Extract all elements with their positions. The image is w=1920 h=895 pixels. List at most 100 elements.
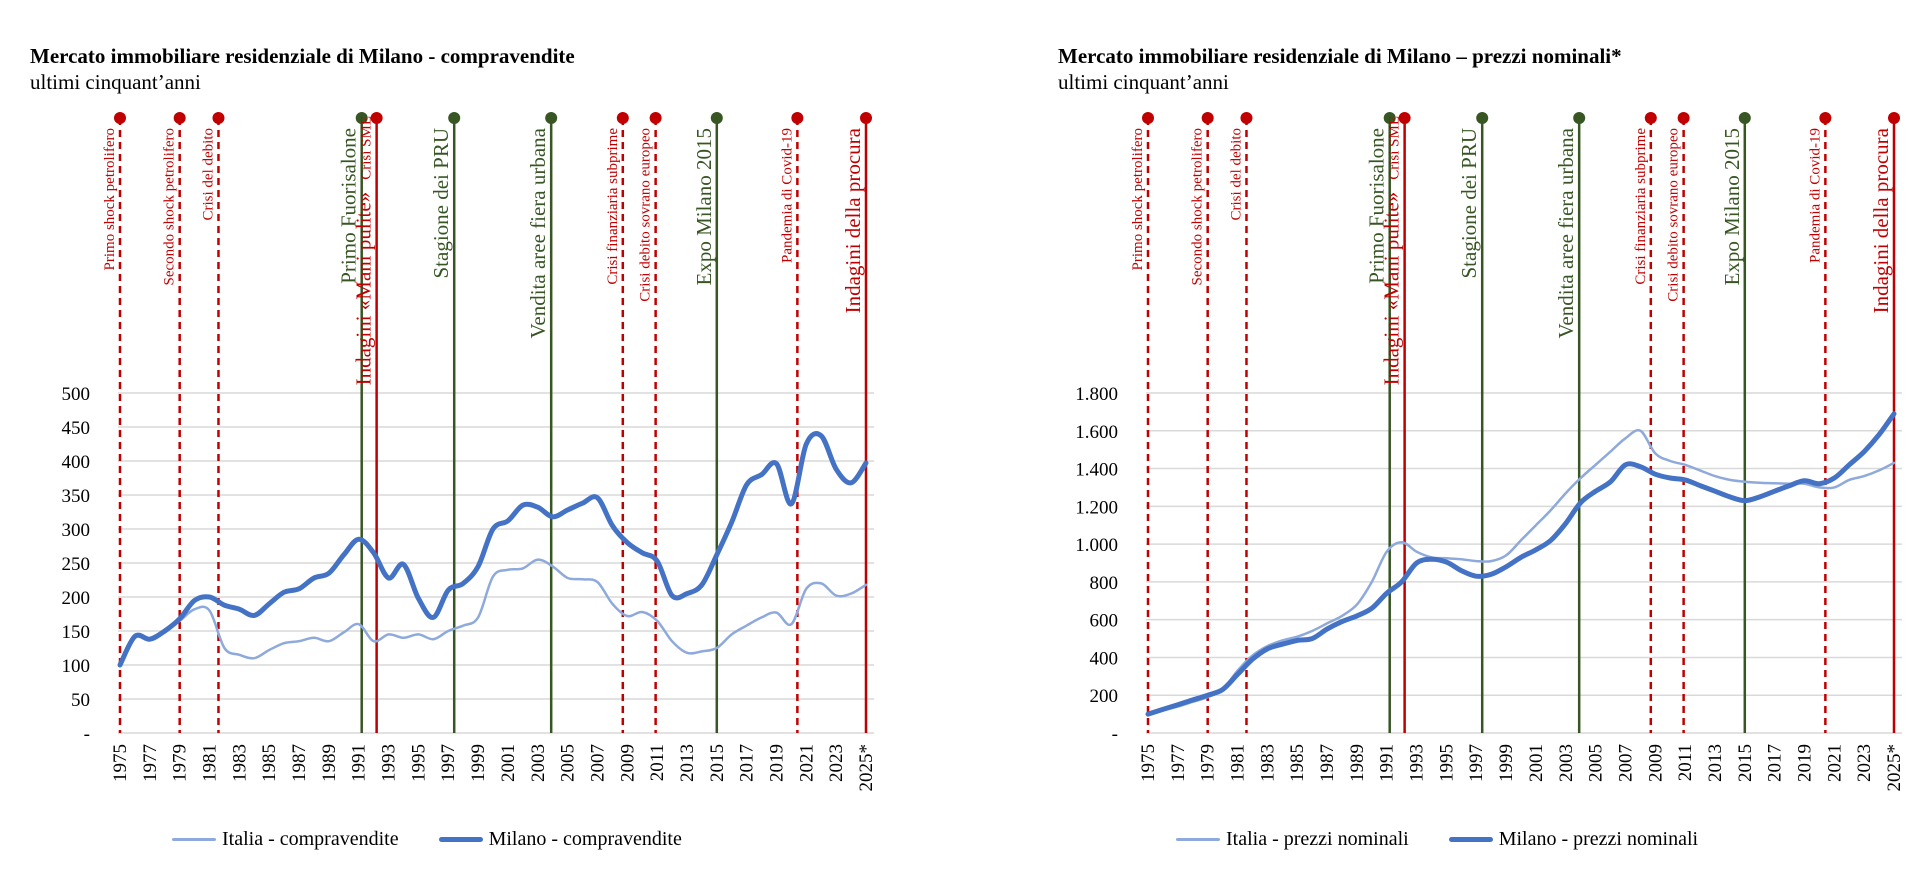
legend-swatch-italia	[1176, 838, 1220, 841]
x-tick-label: 2023	[826, 744, 847, 782]
chart-legend: Italia - prezzi nominali Milano - prezzi…	[1176, 828, 1698, 851]
event-label: Expo Milano 2015	[1720, 128, 1744, 286]
event-marker	[1142, 112, 1154, 124]
event-marker	[1398, 112, 1411, 124]
event-marker	[212, 112, 225, 124]
x-tick-label: 2015	[1735, 744, 1756, 782]
x-tick-label: 1981	[1228, 744, 1249, 782]
event-label: Primo Fuorisalone	[337, 128, 361, 284]
x-tick-label: 1999	[1496, 744, 1517, 782]
x-tick-label: 1979	[170, 744, 191, 782]
x-tick-label: 2017	[737, 744, 758, 782]
x-tick-label: 2003	[528, 744, 549, 782]
event-label: Primo shock petrolifero	[1130, 128, 1146, 270]
x-tick-label: 1987	[1317, 744, 1338, 782]
legend-swatch-milano	[1448, 837, 1493, 842]
x-tick-label: 1989	[319, 744, 340, 782]
event-label: Vendita aree fiera urbana	[1554, 127, 1578, 338]
x-tick-label: 1981	[200, 744, 221, 782]
x-tick-label: 1987	[289, 744, 310, 782]
legend-item-milano: Milano - prezzi nominali	[1448, 828, 1698, 851]
event-marker	[1888, 112, 1900, 124]
x-tick-label: 1977	[1168, 744, 1189, 782]
x-tick-label: 2009	[1645, 744, 1666, 782]
event-marker	[355, 112, 368, 124]
y-tick-label: 350	[62, 486, 91, 507]
chart-subtitle: ultimi cinquant’anni	[1058, 70, 1229, 94]
y-tick-label: 1.000	[1075, 535, 1118, 556]
legend-item-italia: Italia - compravendite	[172, 828, 399, 851]
x-tick-label: 2013	[677, 744, 698, 782]
x-tick-label: 1985	[259, 744, 280, 782]
x-tick-label: 1999	[468, 744, 489, 782]
x-tick-label: 2005	[1586, 744, 1607, 782]
x-tick-label: 1979	[1198, 744, 1219, 782]
x-tick-label: 2025*	[856, 744, 877, 792]
event-marker	[1383, 112, 1396, 124]
x-tick-label: 2021	[796, 744, 817, 782]
event-label: Expo Milano 2015	[692, 128, 716, 286]
x-tick-label: 2011	[647, 744, 668, 781]
x-tick-label: 2007	[587, 744, 608, 782]
event-label: Stagione dei PRU	[429, 128, 453, 279]
event-label: Pandemia di Covid-19	[779, 128, 795, 263]
y-tick-label: 400	[62, 452, 91, 473]
y-tick-label: 150	[62, 622, 91, 643]
y-tick-label: 250	[62, 554, 91, 575]
x-tick-label: 2019	[766, 744, 787, 782]
event-marker	[448, 112, 461, 124]
x-tick-label: 2019	[1794, 744, 1815, 782]
chart-title: Mercato immobiliare residenziale di Mila…	[1058, 44, 1622, 68]
y-tick-label: 200	[62, 588, 91, 609]
event-label: Indagini della procura	[1869, 127, 1893, 313]
x-tick-label: 2005	[558, 744, 579, 782]
event-marker	[1573, 112, 1586, 124]
y-tick-label: 100	[62, 656, 91, 677]
legend-label-milano: Milano - compravendite	[488, 828, 682, 850]
x-tick-label: 1991	[1377, 744, 1398, 782]
event-marker	[1738, 112, 1751, 124]
x-tick-label: 2023	[1854, 744, 1875, 782]
event-label: Secondo shock petrolifero	[162, 128, 178, 285]
y-tick-label: 1.600	[1075, 422, 1118, 443]
series-line	[1145, 411, 1897, 717]
legend-item-italia: Italia - prezzi nominali	[1176, 828, 1409, 851]
chart-prezzi: - 200 400 600 800 1.000 1.200 1.400 1.600 1.800 19…	[1075, 112, 1905, 792]
y-tick-label: 800	[1090, 573, 1119, 594]
event-label-secondary: Crisi SME	[359, 116, 375, 180]
x-tick-label: 1975	[1138, 744, 1159, 782]
x-tick-label: 1977	[140, 744, 161, 782]
x-tick-label: 1983	[1257, 744, 1278, 782]
event-label: Stagione dei PRU	[1457, 128, 1481, 279]
event-label: Indagini «Mani pulite»Crisi SME	[1380, 116, 1404, 385]
event-marker	[1644, 112, 1657, 124]
event-marker	[173, 112, 186, 124]
chart-subtitle: ultimi cinquant’anni	[30, 70, 201, 94]
chart-compravendite: - 50 100 150 200 250 300 350 400 450 500 1975 1977 19…	[62, 112, 877, 792]
y-tick-label: 1.400	[1075, 460, 1118, 481]
series-line	[1146, 429, 1896, 716]
legend-swatch-milano	[438, 837, 483, 842]
event-label: Primo Fuorisalone	[1365, 128, 1389, 284]
event-marker	[616, 112, 629, 124]
x-tick-label: 2009	[617, 744, 638, 782]
x-tick-label: 2007	[1615, 744, 1636, 782]
x-tick-label: 2021	[1824, 744, 1845, 782]
event-marker	[1476, 112, 1489, 124]
y-tick-label: 500	[62, 384, 91, 405]
event-label-secondary: Crisi SME	[1387, 116, 1403, 180]
x-tick-label: 2013	[1705, 744, 1726, 782]
x-tick-label: 1993	[379, 744, 400, 782]
event-marker	[710, 112, 723, 124]
x-tick-label: 1995	[408, 744, 429, 782]
x-tick-label: 1983	[229, 744, 250, 782]
event-label: Crisi del debito	[1228, 128, 1244, 221]
x-tick-label: 2017	[1765, 744, 1786, 782]
legend-item-milano: Milano - compravendite	[438, 828, 682, 851]
x-tick-label: 1989	[1347, 744, 1368, 782]
x-tick-label: 2025*	[1884, 744, 1905, 792]
event-label: Secondo shock petrolifero	[1190, 128, 1206, 285]
event-marker	[114, 112, 126, 124]
event-marker	[860, 112, 872, 124]
y-tick-label: -	[84, 724, 90, 745]
